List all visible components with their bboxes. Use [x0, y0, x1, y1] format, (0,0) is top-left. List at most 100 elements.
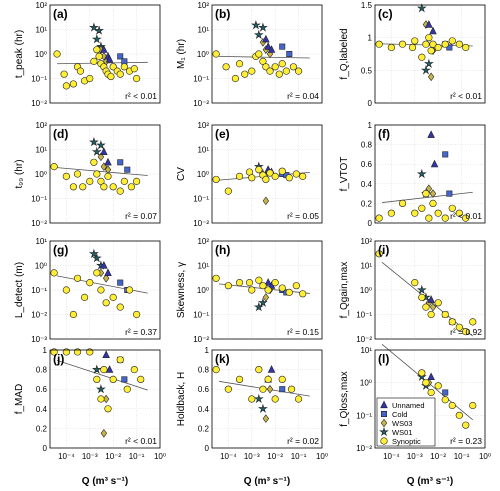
- data-point-synoptic: [79, 183, 87, 191]
- y-tick-label: 1: [43, 346, 48, 355]
- data-point-synoptic: [73, 170, 82, 178]
- data-point-synoptic: [422, 40, 430, 48]
- y-tick-label: 10⁰: [35, 170, 47, 179]
- data-point-synoptic: [299, 172, 307, 180]
- data-point-ws01: [91, 364, 102, 374]
- data-point-synoptic: [90, 57, 98, 65]
- data-point-ws01: [91, 252, 102, 263]
- data-point-ws01: [416, 3, 427, 13]
- x-axis-label: Q (m³ s⁻¹): [407, 476, 453, 487]
- data-point-synoptic: [408, 43, 417, 52]
- panel-letter: (g): [53, 243, 68, 257]
- data-point-synoptic: [448, 318, 456, 326]
- data-point-synoptic: [462, 421, 470, 429]
- y-tick-label: 10⁰: [197, 50, 209, 59]
- data-point-ws01: [91, 146, 102, 157]
- legend-marker-ws03: [380, 418, 388, 428]
- panel-i: 10⁻² 10⁻¹ 10⁰ 10¹ 10² (i) r² = 0.92 f_Qgain,max: [339, 237, 486, 344]
- axes-frame: [211, 349, 323, 449]
- data-point-ws01: [88, 22, 99, 32]
- data-point-synoptic: [123, 385, 131, 393]
- y-tick-label: 0.4: [361, 180, 373, 189]
- data-point-synoptic: [109, 293, 117, 301]
- x-tick-label: 10⁰: [479, 452, 491, 461]
- data-point-ws03: [97, 152, 105, 162]
- data-point-unnamed: [427, 130, 435, 138]
- data-point-cold: [279, 43, 286, 50]
- panel-e: 10⁻² 10⁻¹ 10⁰ 10¹ 10² (e) r² = 0.05 CV: [176, 121, 323, 228]
- data-point-synoptic: [255, 166, 263, 174]
- y-tick-label: 10⁻¹: [193, 195, 209, 204]
- data-point-synoptic: [93, 46, 101, 54]
- panel-letter: (c): [378, 7, 393, 21]
- panel-letter: (f): [378, 127, 390, 141]
- data-point-synoptic: [235, 279, 244, 287]
- data-point-synoptic: [109, 63, 117, 71]
- panel-letter: (e): [215, 127, 230, 141]
- y-axis-label: t₉₉ (hr): [14, 159, 25, 188]
- x-tick-label: 10⁻²: [430, 452, 446, 461]
- data-point-synoptic: [116, 70, 124, 78]
- data-point-ws01: [416, 371, 427, 382]
- y-tick-label: 10⁻¹: [193, 311, 209, 320]
- data-point-synoptic: [100, 183, 108, 191]
- y-tick-label: 10¹: [35, 26, 47, 35]
- data-point-cold: [117, 279, 124, 286]
- data-point-synoptic: [292, 170, 300, 178]
- y-tick-label: 10⁻²: [31, 311, 47, 320]
- data-point-synoptic: [434, 209, 442, 217]
- y-tick-label: 10⁻²: [356, 444, 372, 453]
- data-point-synoptic: [448, 204, 456, 212]
- data-point-synoptic: [441, 396, 449, 404]
- y-tick-label: 10⁻¹: [356, 411, 372, 420]
- x-tick-label: 10⁻³: [407, 452, 423, 461]
- data-point-synoptic: [132, 310, 141, 319]
- data-point-ws01: [253, 301, 264, 312]
- legend-label: Synoptic: [392, 437, 421, 446]
- data-point-synoptic: [278, 284, 286, 292]
- panel-letter: (l): [378, 352, 389, 366]
- data-point-synoptic: [120, 63, 128, 71]
- data-point-ws01: [250, 20, 261, 30]
- data-point-synoptic: [224, 385, 232, 393]
- data-point-synoptic: [69, 80, 78, 88]
- y-tick-label: 0.4: [198, 405, 210, 414]
- legend-marker-cold: [380, 410, 387, 417]
- data-point-synoptic: [282, 67, 290, 75]
- data-point-synoptic: [116, 303, 124, 311]
- data-point-synoptic: [425, 34, 433, 42]
- y-axis-label: f_Qloss,max: [339, 371, 350, 427]
- y-axis-label: f_Q,labeled: [339, 28, 350, 79]
- data-point-synoptic: [73, 274, 82, 282]
- data-point-synoptic: [248, 174, 256, 182]
- y-tick-label: 10⁻¹: [31, 195, 47, 204]
- data-point-synoptic: [50, 269, 58, 277]
- y-axis-label: f_MAD: [14, 384, 25, 415]
- data-point-synoptic: [448, 401, 456, 410]
- data-point-unnamed: [264, 278, 272, 286]
- data-point-unnamed: [100, 261, 108, 269]
- data-point-synoptic: [60, 70, 68, 78]
- data-point-synoptic: [455, 40, 463, 48]
- x-tick-label: 10⁻²: [105, 452, 121, 461]
- data-point-synoptic: [264, 286, 272, 294]
- data-point-synoptic: [259, 57, 267, 65]
- r-squared-label: r² = 0.15: [287, 327, 319, 337]
- y-tick-label: 10¹: [35, 237, 47, 246]
- data-point-synoptic: [127, 183, 135, 191]
- data-point-synoptic: [259, 282, 267, 290]
- data-point-synoptic: [109, 183, 117, 191]
- data-point-synoptic: [93, 170, 101, 178]
- x-tick-label: 10⁰: [316, 452, 328, 461]
- data-point-synoptic: [411, 209, 419, 217]
- y-tick-label: 10²: [197, 237, 209, 246]
- data-point-ws01: [94, 25, 104, 35]
- data-point-synoptic: [212, 274, 220, 282]
- data-point-synoptic: [469, 401, 477, 410]
- data-point-synoptic: [375, 250, 383, 258]
- y-tick-label: 0.6: [36, 385, 48, 394]
- data-point-synoptic: [422, 379, 430, 387]
- data-point-cold: [279, 386, 286, 393]
- data-point-synoptic: [462, 214, 470, 222]
- data-point-synoptic: [107, 72, 115, 81]
